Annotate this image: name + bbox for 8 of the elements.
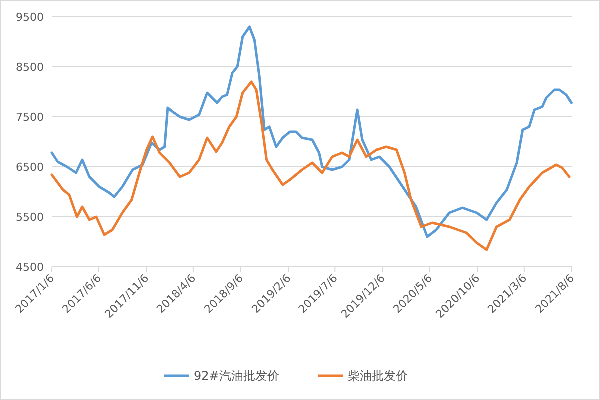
legend-label: 柴油批发价 bbox=[348, 369, 408, 383]
y-tick-label: 9500 bbox=[16, 11, 44, 24]
legend-label: 92#汽油批发价 bbox=[194, 369, 280, 383]
y-tick-label: 8500 bbox=[16, 61, 44, 74]
y-tick-label: 4500 bbox=[16, 261, 44, 274]
y-tick-label: 7500 bbox=[16, 111, 44, 124]
y-tick-label: 6500 bbox=[16, 161, 44, 174]
y-tick-label: 5500 bbox=[16, 211, 44, 224]
